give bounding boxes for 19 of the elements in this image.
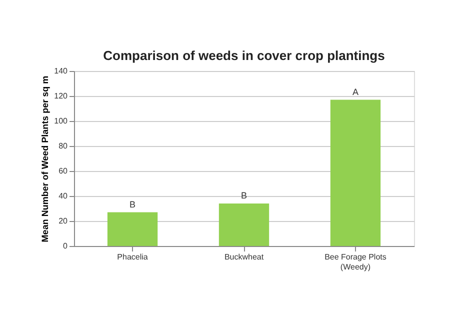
y-tick-label: 40: [58, 192, 68, 200]
annotation: B: [130, 199, 136, 210]
bar: [218, 204, 270, 246]
x-tick-label: Bee Forage Plots (Weedy): [324, 252, 386, 272]
bar: [107, 212, 158, 246]
x-tick-label: Buckwheat: [224, 252, 264, 262]
y-tick-label: 20: [58, 216, 68, 226]
annotation: A: [352, 86, 358, 97]
y-tick-label: 60: [58, 166, 68, 176]
y-tick-label: 120: [54, 92, 68, 100]
bar: [330, 100, 381, 246]
annotation: B: [240, 190, 248, 200]
y-tick-label: 80: [58, 142, 68, 150]
chart-title: Comparison of weeds in cover crop plantings: [103, 48, 385, 63]
y-tick-label: 100: [54, 116, 68, 126]
y-tick-label: 0: [63, 242, 68, 250]
x-tick-label: Phacelia: [117, 252, 148, 262]
y-tick-label: 140: [54, 66, 68, 76]
y-axis-title: Mean Number of Weed Plants per sq m: [40, 76, 50, 242]
